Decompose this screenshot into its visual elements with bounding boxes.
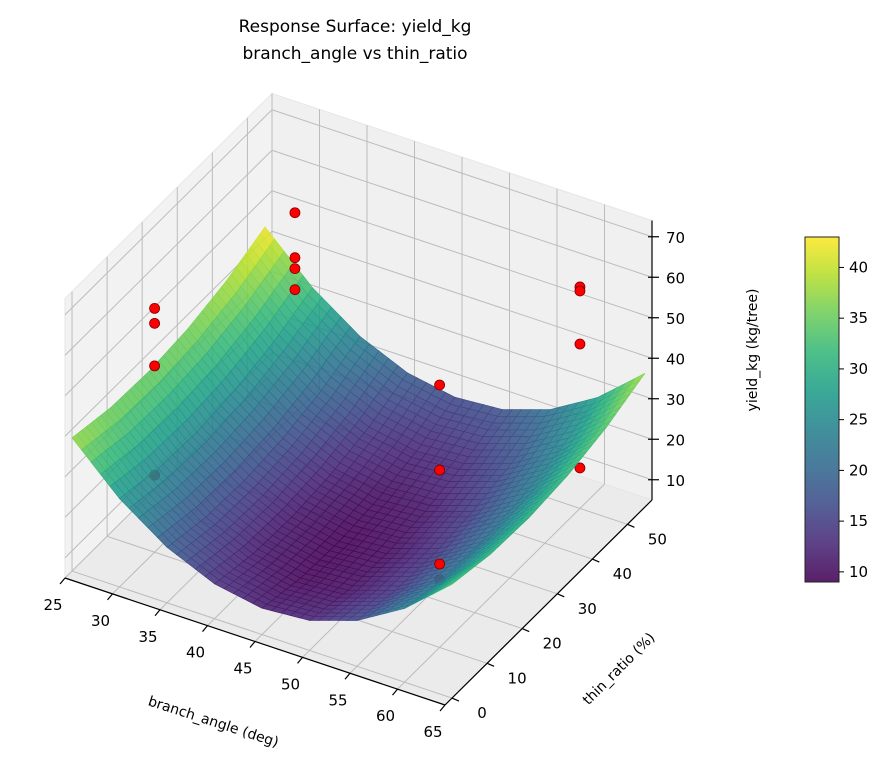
z-tick-label: 10 — [666, 472, 685, 490]
y-tick-label: 20 — [543, 635, 562, 653]
data-point — [434, 464, 446, 476]
y-tick — [627, 523, 635, 528]
z-tick-label: 40 — [666, 350, 685, 368]
data-point — [149, 302, 161, 314]
grid-line — [271, 230, 653, 359]
y-axis-line — [444, 499, 653, 706]
data-point — [574, 285, 586, 297]
data-point — [574, 462, 586, 474]
grid-line — [271, 271, 653, 400]
x-tick-label: 30 — [91, 612, 110, 630]
y-tick-label: 40 — [613, 565, 632, 583]
colorbar-tick-label: 15 — [849, 512, 868, 530]
y-tick — [557, 593, 565, 598]
data-point — [149, 317, 161, 329]
y-tick-label: 10 — [508, 669, 527, 687]
colorbar-gradient — [804, 236, 840, 583]
x-tick-label: 45 — [233, 660, 252, 678]
x-tick — [202, 625, 208, 633]
x-tick-label: 35 — [138, 628, 157, 646]
colorbar-tick-label: 10 — [849, 563, 868, 581]
x-tick-label: 65 — [423, 723, 442, 741]
z-tick-label: 20 — [666, 431, 685, 449]
data-point — [289, 207, 301, 219]
x-tick-label: 60 — [376, 707, 395, 725]
x-tick — [439, 704, 446, 712]
axis-lines — [59, 220, 659, 712]
data-point — [289, 284, 301, 296]
grid-line — [64, 190, 273, 397]
x-axis-label: branch_angle (deg) — [146, 694, 281, 751]
y-axis-label: thin_ratio (%) — [580, 630, 659, 709]
tick-labels: 25 30 35 40 45 50 55 60 65 0 10 20 30 40 50 10 20 30 40 50 6… — [43, 229, 685, 741]
chart-subtitle: branch_angle vs thin_ratio — [242, 44, 467, 64]
data-point — [434, 558, 446, 570]
colorbar-tick-label: 35 — [849, 309, 868, 327]
x-tick-label: 50 — [281, 675, 300, 693]
grid-line — [71, 570, 453, 699]
x-tick — [107, 593, 113, 601]
x-tick — [344, 672, 351, 680]
z-tick-label: 70 — [666, 229, 685, 247]
x-tick — [392, 688, 398, 696]
colorbar: 10 15 20 25 30 35 40 — [804, 236, 868, 583]
points-front — [149, 207, 586, 570]
data-point — [434, 379, 446, 391]
grid-line — [397, 483, 605, 690]
grid-line — [64, 149, 273, 356]
colorbar-tick-label: 20 — [849, 461, 868, 479]
z-tick-label: 50 — [666, 310, 685, 328]
colorbar-tick-label: 30 — [849, 360, 868, 378]
data-point — [149, 360, 161, 372]
y-tick — [521, 628, 530, 633]
y-tick — [486, 662, 495, 667]
y-tick-label: 30 — [578, 600, 597, 618]
y-tick-label: 0 — [477, 704, 487, 722]
data-point — [289, 252, 301, 264]
grid-line — [64, 109, 273, 316]
y-tick — [592, 558, 600, 563]
x-tick — [154, 609, 161, 617]
z-tick-label: 60 — [666, 269, 685, 287]
grid-line — [271, 149, 653, 278]
chart-title: Response Surface: yield_kg — [239, 17, 472, 37]
y-tick — [451, 697, 460, 702]
x-tick-label: 55 — [328, 691, 347, 709]
z-axis-label: yield_kg (kg/tree) — [745, 289, 761, 412]
surface-patch — [442, 580, 458, 590]
z-tick-label: 30 — [666, 391, 685, 409]
y-tick-label: 50 — [648, 530, 667, 548]
x-tick — [249, 641, 256, 648]
grid-line — [271, 109, 653, 238]
x-tick — [297, 656, 303, 664]
response-surface — [71, 226, 646, 621]
x-tick-label: 40 — [186, 644, 205, 662]
colorbar-tick-label: 40 — [849, 258, 868, 276]
x-tick — [59, 577, 66, 585]
x-tick-label: 25 — [43, 596, 62, 614]
data-point — [574, 338, 586, 350]
grid-line — [271, 190, 653, 319]
colorbar-tick-label: 25 — [849, 411, 868, 429]
data-point — [289, 263, 301, 275]
